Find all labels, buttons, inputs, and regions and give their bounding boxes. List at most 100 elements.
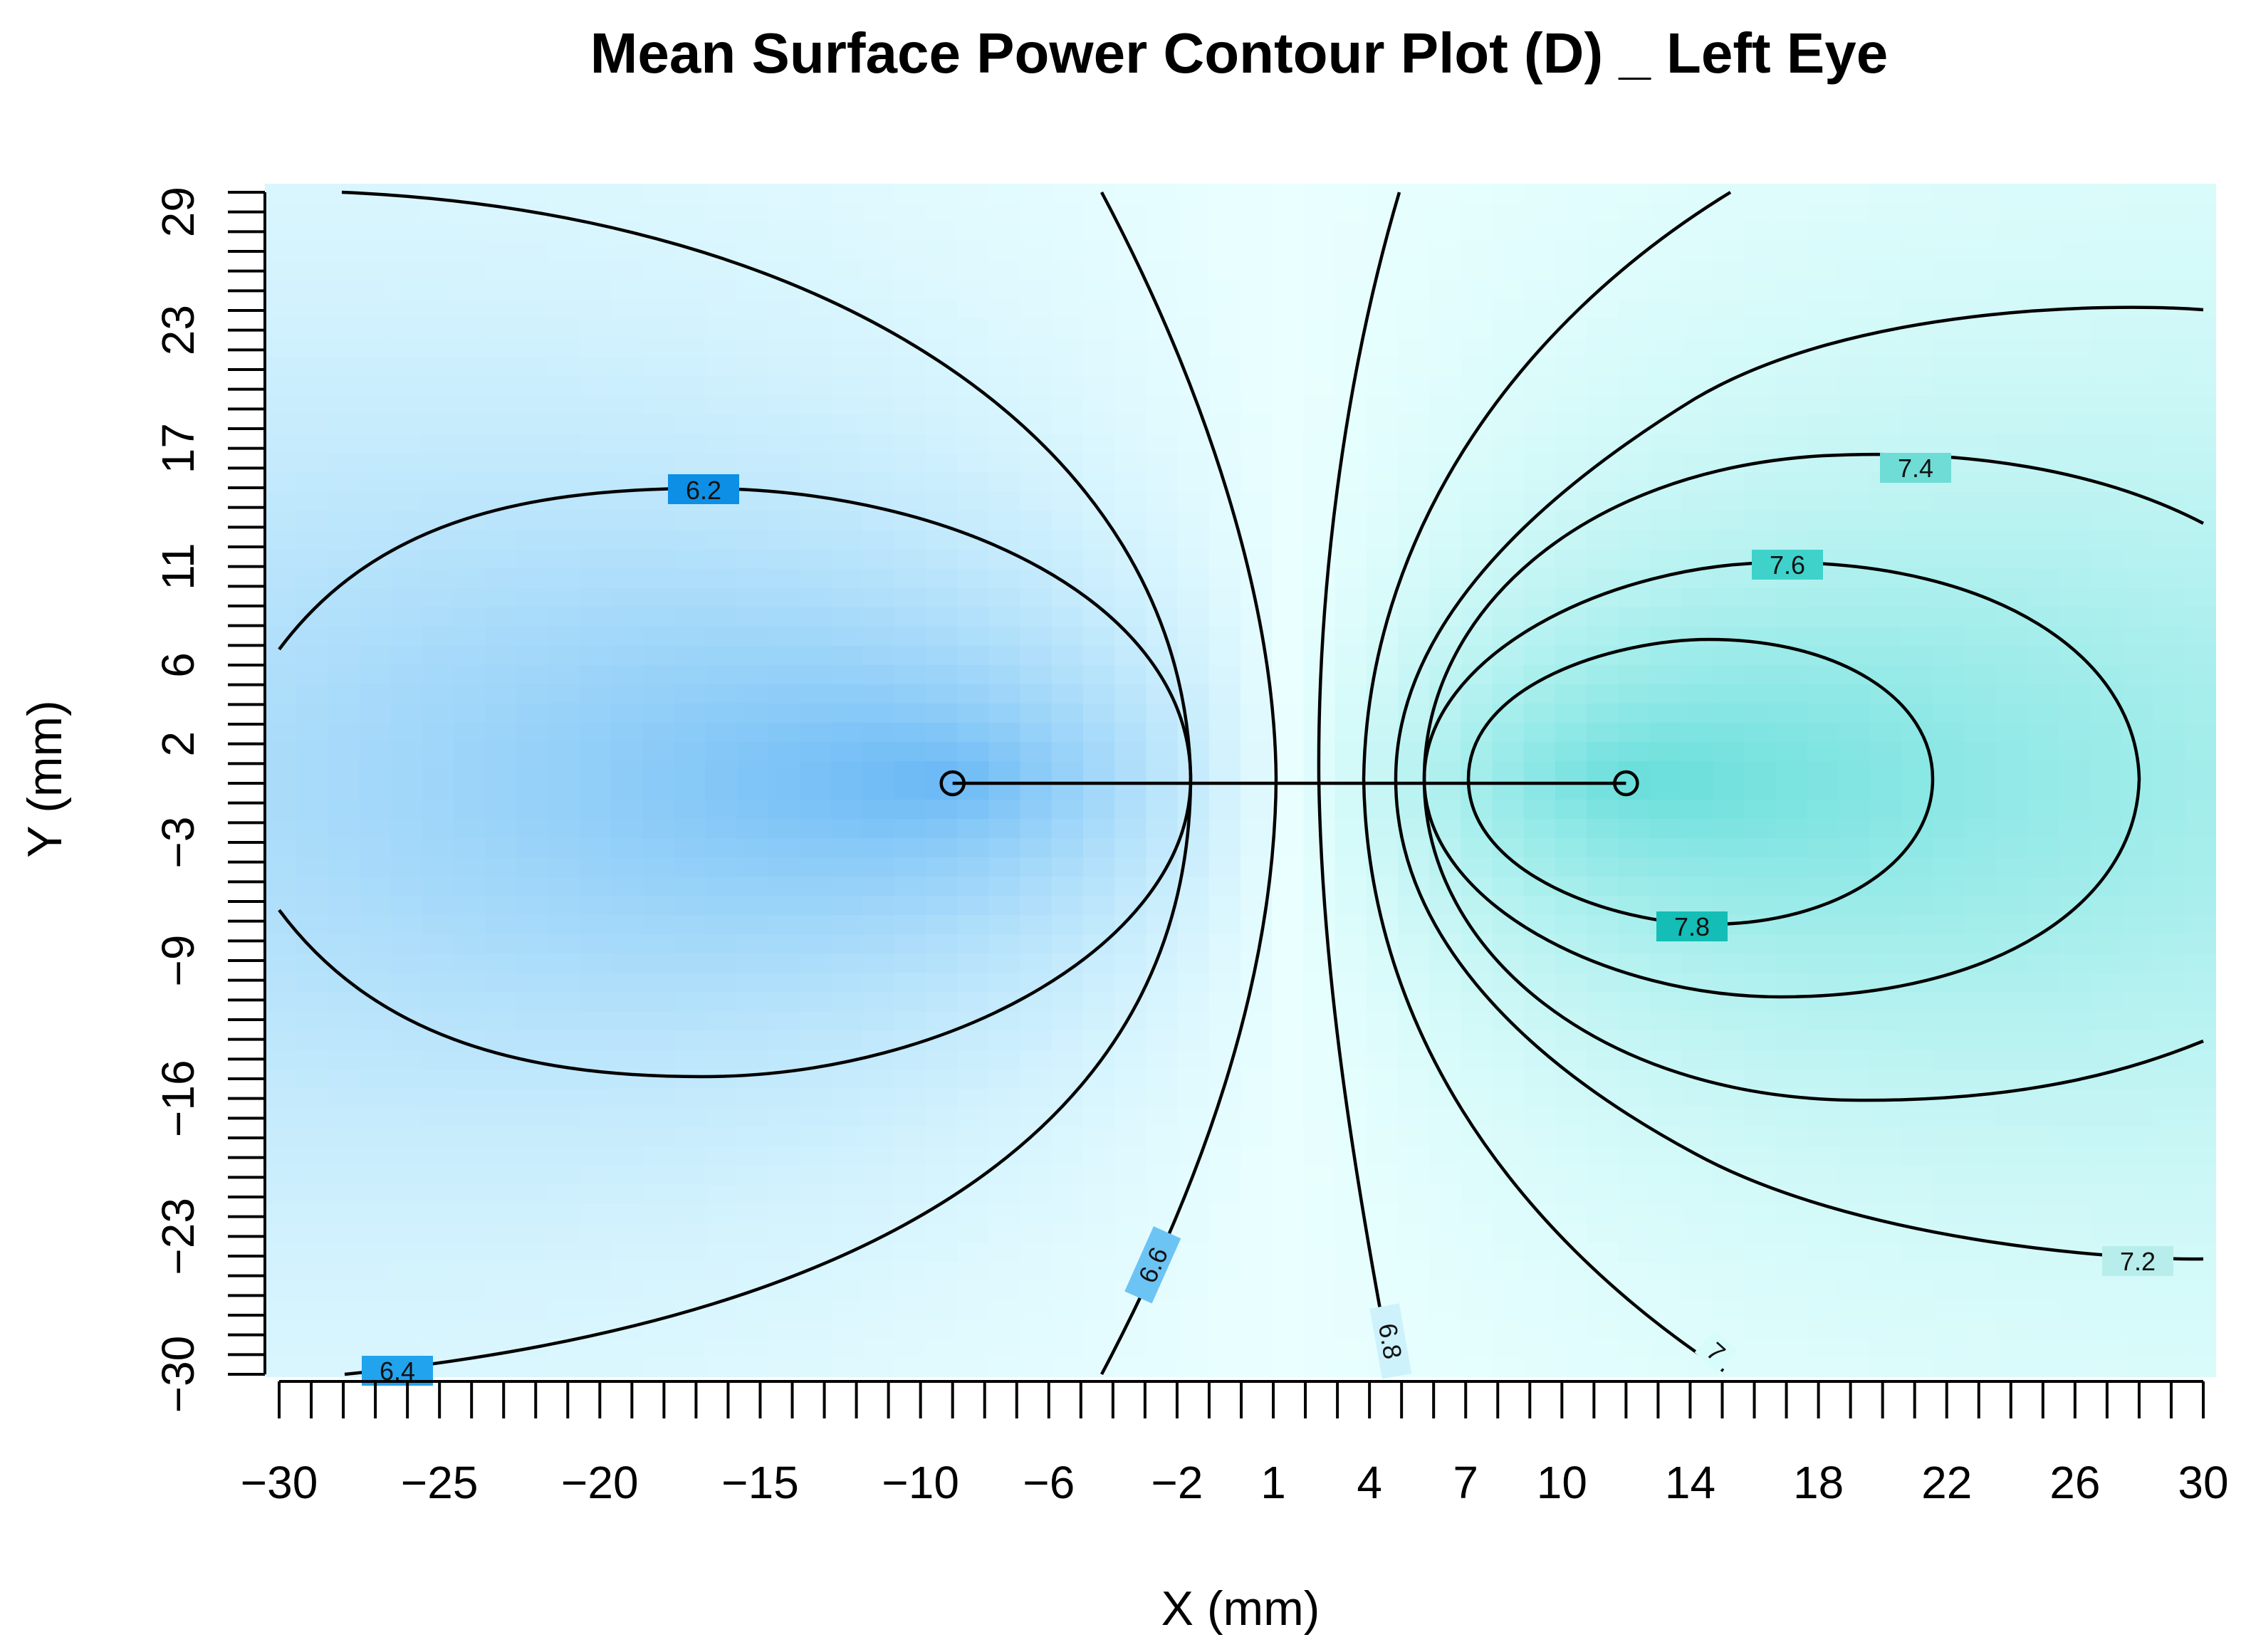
heatmap-cell [390,1088,423,1109]
heatmap-cell [642,530,675,550]
heatmap-cell [1681,741,1713,762]
heatmap-cell [611,434,644,454]
heatmap-cell [516,511,549,531]
heatmap-cell [359,203,392,223]
heatmap-cell [1020,877,1053,897]
heatmap-cell [1869,1107,1903,1128]
heatmap-cell [1712,703,1745,723]
heatmap-cell [1051,299,1084,320]
heatmap-cell [265,1358,298,1377]
heatmap-cell [422,761,455,781]
heatmap-cell [1712,1088,1745,1109]
heatmap-cell [359,318,392,339]
heatmap-cell [1492,645,1525,666]
heatmap-cell [359,896,392,916]
heatmap-cell [579,896,612,916]
heatmap-cell [831,626,864,647]
heatmap-cell [642,645,675,666]
heatmap-cell [2153,1107,2185,1128]
heatmap-cell [611,722,644,743]
heatmap-cell [1807,877,1839,897]
heatmap-cell [1933,1050,1965,1070]
heatmap-cell [705,299,738,320]
heatmap-cell [1334,877,1367,897]
heatmap-cell [1744,857,1777,878]
heatmap-cell [1555,1069,1588,1089]
heatmap-cell [1775,1319,1808,1339]
heatmap-cell [328,318,360,339]
heatmap-cell [328,511,360,531]
heatmap-cell [2121,184,2154,204]
heatmap-cell [1398,953,1431,974]
heatmap-cell [1587,1165,1619,1186]
heatmap-cell [1995,261,2028,281]
heatmap-cell [2153,761,2185,781]
heatmap-cell [674,1184,706,1205]
heatmap-cell [1807,1319,1839,1339]
heatmap-cell [1775,261,1808,281]
heatmap-cell [422,1050,455,1070]
heatmap-cell [642,338,675,358]
heatmap-cell [1555,684,1588,704]
heatmap-cell [1240,1088,1273,1109]
heatmap-cell [705,1358,738,1377]
heatmap-cell [2121,857,2154,878]
heatmap-cell [1051,1280,1084,1301]
heatmap-cell [1587,838,1619,859]
heatmap-cell [831,1146,864,1166]
heatmap-cell [988,915,1021,936]
heatmap-cell [1555,434,1588,454]
heatmap-cell [1146,1165,1179,1186]
heatmap-cell [768,645,801,666]
heatmap-cell [1995,568,2028,589]
heatmap-cell [2121,395,2154,416]
heatmap-cell [831,1107,864,1128]
heatmap-cell [1649,800,1682,820]
heatmap-cell [988,722,1021,743]
heatmap-cell [1681,1030,1713,1051]
heatmap-cell [705,395,738,416]
heatmap-cell [454,664,486,685]
heatmap-cell [2121,1223,2154,1243]
heatmap-cell [1587,973,1619,993]
heatmap-cell [1051,915,1084,936]
heatmap-cell [1712,357,1745,377]
heatmap-cell [2121,684,2154,704]
heatmap-cell [705,1338,738,1359]
x-tick-label: 10 [1537,1457,1587,1508]
heatmap-cell [359,761,392,781]
heatmap-cell [736,664,770,685]
heatmap-cell [579,1146,612,1166]
heatmap-cell [2090,434,2123,454]
heatmap-cell [548,1223,580,1243]
heatmap-cell [1964,338,1997,358]
heatmap-cell [642,261,675,281]
heatmap-cell [1712,203,1745,223]
heatmap-cell [1964,1358,1997,1377]
heatmap-cell [1461,761,1493,781]
heatmap-cell [1901,626,1934,647]
heatmap-cell [1272,549,1305,570]
heatmap-cell [831,357,864,377]
heatmap-cell [642,819,675,840]
heatmap-cell [1208,1088,1241,1109]
heatmap-cell [1869,395,1903,416]
heatmap-cell [1618,953,1651,974]
heatmap-cell [1618,1261,1651,1282]
heatmap-cell [296,1319,329,1339]
heatmap-cell [328,1338,360,1359]
heatmap-cell [485,299,518,320]
heatmap-cell [1523,434,1556,454]
heatmap-cell [1398,395,1431,416]
heatmap-cell [674,376,706,397]
heatmap-cell [1618,1203,1651,1224]
heatmap-cell [1366,664,1399,685]
heatmap-cell [1933,780,1965,800]
heatmap-cell [1429,261,1462,281]
heatmap-cell [1775,973,1808,993]
heatmap-cell [1807,491,1839,512]
heatmap-cell [328,1088,360,1109]
heatmap-cell [988,357,1021,377]
heatmap-cell [988,877,1021,897]
x-tick-label: 1 [1260,1457,1286,1508]
